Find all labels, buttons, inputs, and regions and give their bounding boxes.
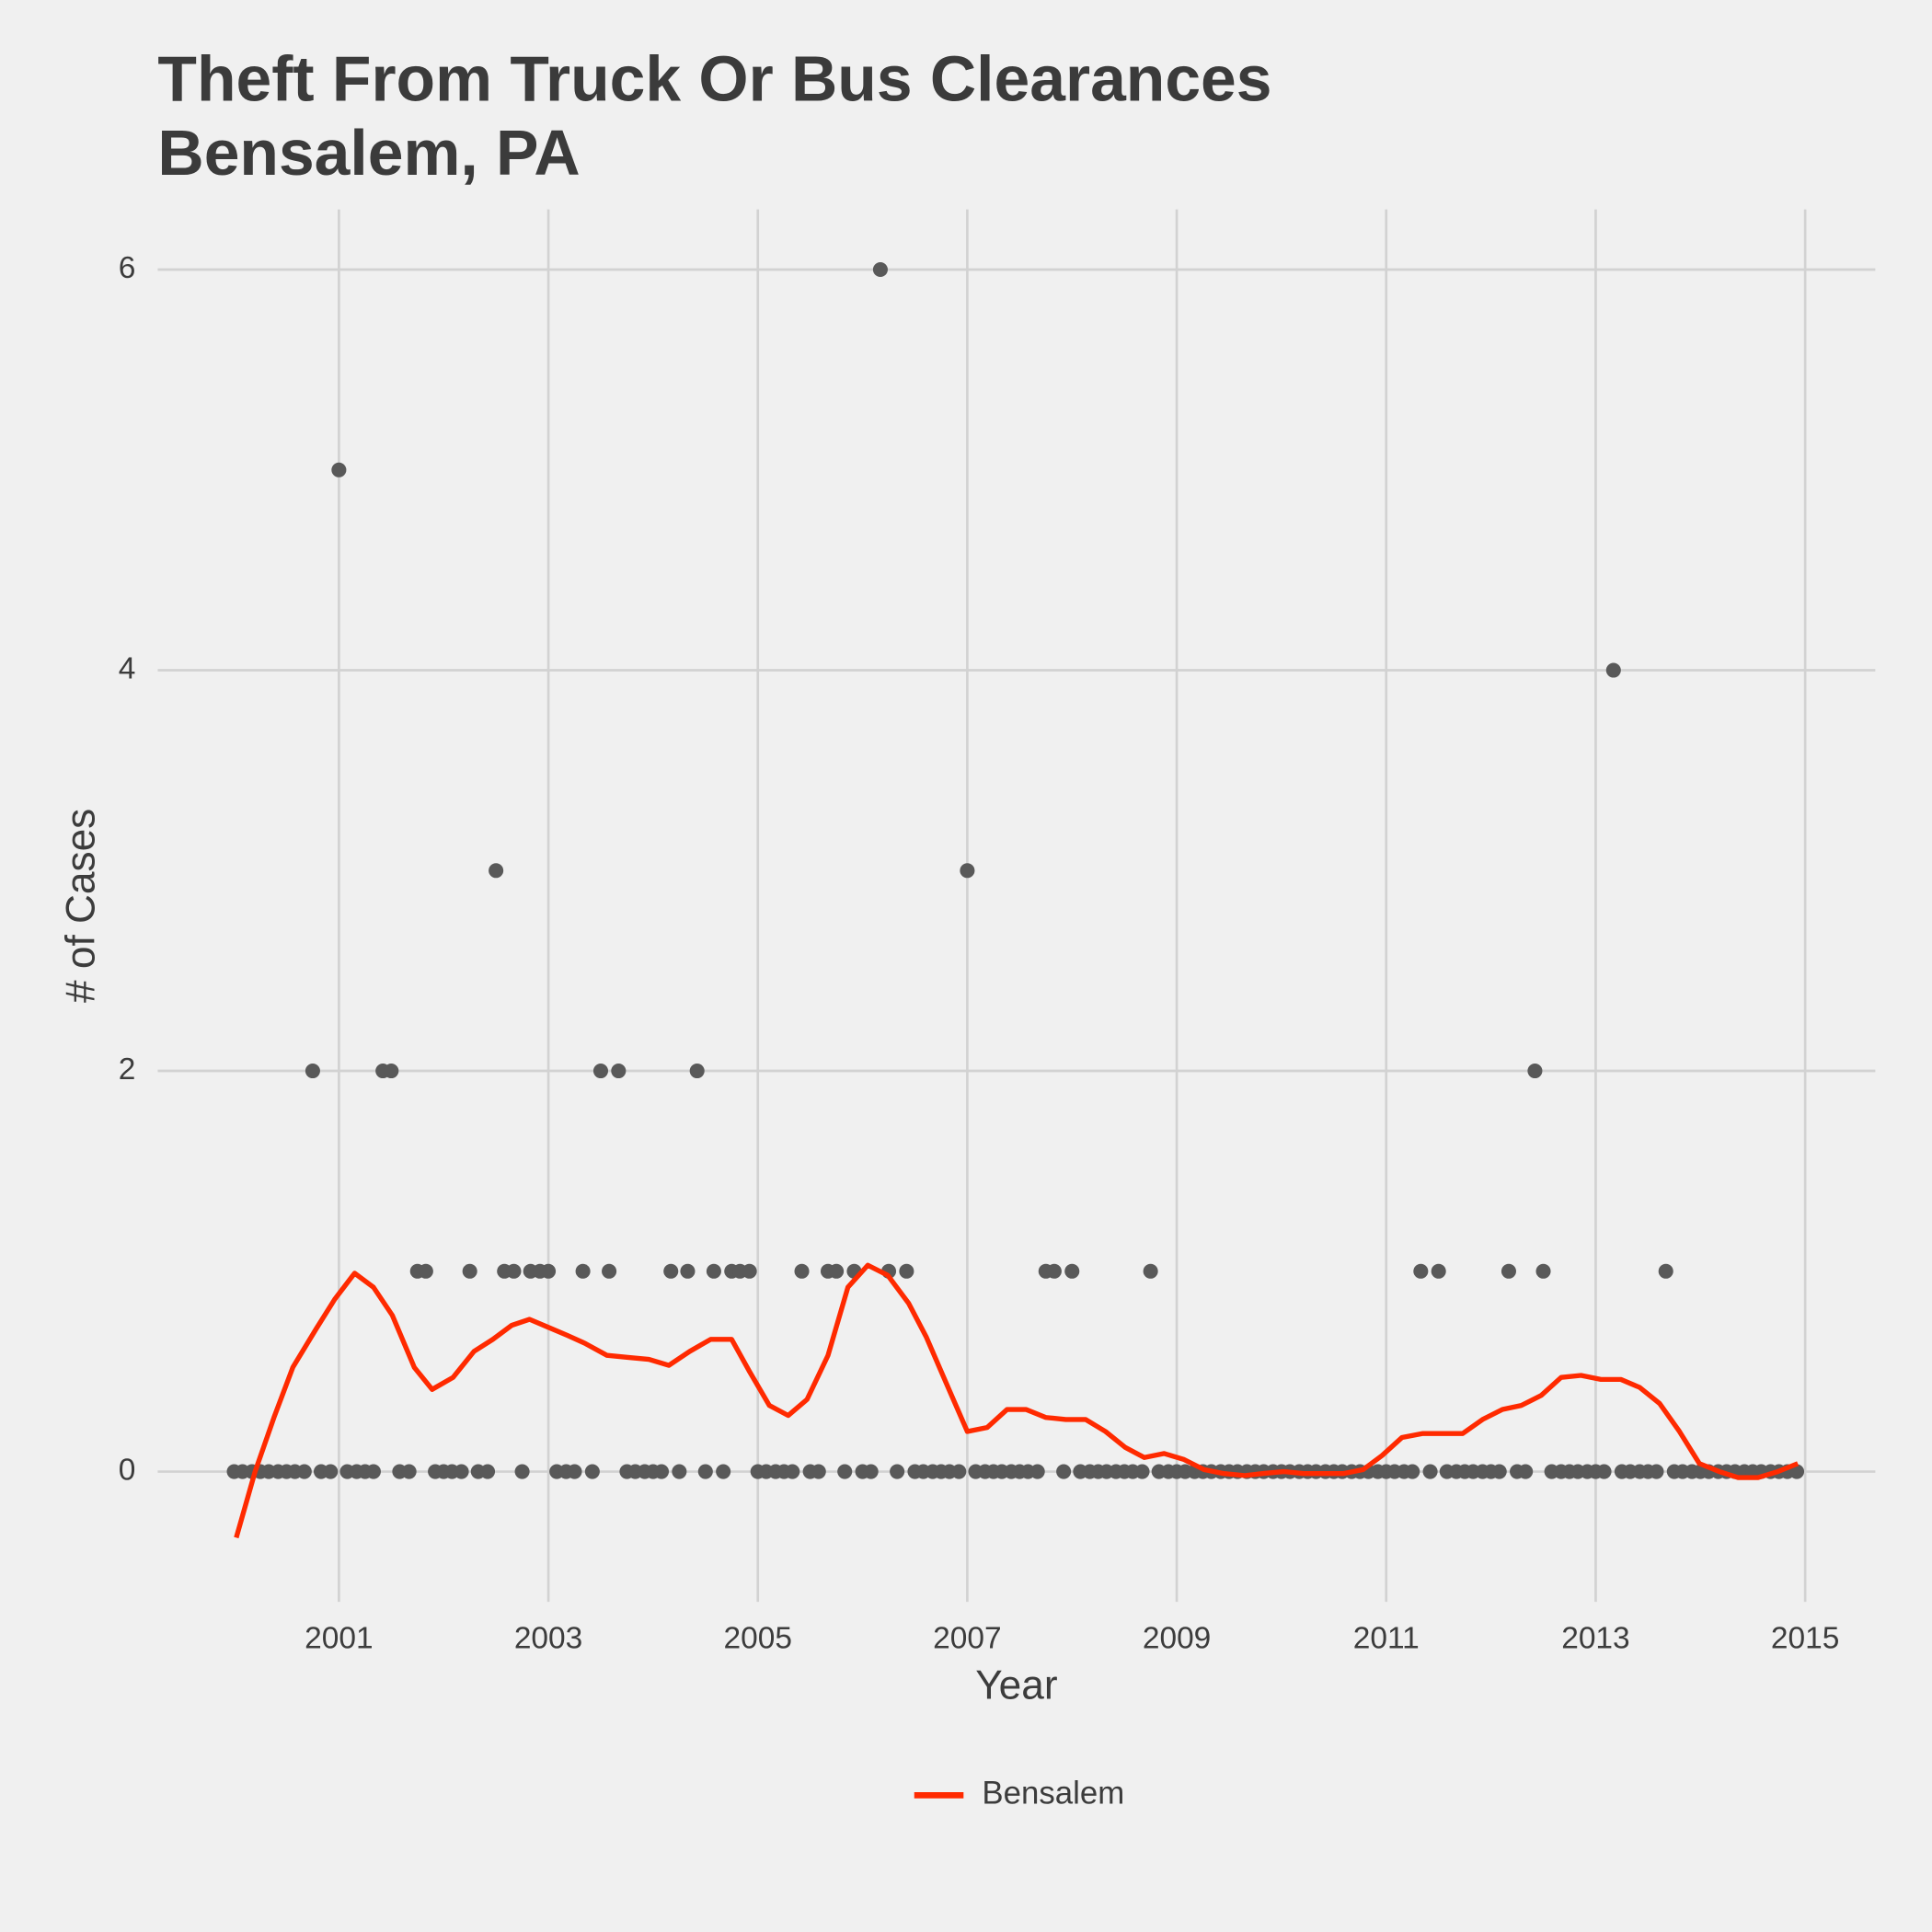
point (689, 1063, 705, 1079)
point (323, 1464, 339, 1479)
point (1064, 1263, 1080, 1279)
point (462, 1263, 477, 1279)
point (384, 1063, 399, 1079)
point (506, 1263, 522, 1279)
point (672, 1464, 687, 1479)
point (653, 1464, 670, 1479)
point (418, 1263, 433, 1279)
y-tick-label: 2 (119, 1052, 136, 1087)
trend-line (234, 1262, 1800, 1539)
point (1405, 1464, 1420, 1479)
point (489, 863, 504, 879)
point (602, 1263, 617, 1279)
x-tick-label: 2001 (305, 1621, 373, 1655)
point (1413, 1263, 1429, 1279)
point (1056, 1464, 1072, 1479)
point (1143, 1263, 1158, 1279)
point (592, 1063, 609, 1079)
point (1535, 1263, 1551, 1279)
point (1046, 1263, 1062, 1279)
point (697, 1464, 713, 1479)
y-tick-label: 4 (119, 651, 136, 685)
point (1422, 1464, 1438, 1479)
x-tick-label: 2003 (514, 1621, 582, 1655)
point (1605, 662, 1621, 678)
point (706, 1263, 721, 1279)
point (305, 1063, 320, 1079)
point (899, 1263, 914, 1279)
point (1518, 1464, 1534, 1479)
point (1029, 1464, 1045, 1479)
point (479, 1464, 496, 1479)
point (960, 863, 975, 879)
grid: 0 2 4 6 2001 2003 2005 2007 2009 2011 2013 2015 (119, 209, 1876, 1655)
point (567, 1464, 582, 1479)
point (331, 462, 347, 477)
point (584, 1464, 600, 1479)
point (951, 1464, 967, 1479)
point (1491, 1464, 1507, 1479)
x-axis-title: Year (975, 1662, 1057, 1708)
point (575, 1263, 591, 1279)
point (872, 261, 888, 278)
chart-title: Bensalem, PA (157, 117, 580, 189)
legend: Bensalem (914, 1776, 1124, 1811)
point (811, 1464, 826, 1479)
point (716, 1464, 731, 1479)
point (1501, 1263, 1516, 1279)
plot-area (226, 261, 1805, 1539)
point (1134, 1464, 1150, 1479)
x-tick-label: 2011 (1353, 1621, 1420, 1655)
point (454, 1464, 469, 1479)
x-tick-label: 2013 (1561, 1621, 1629, 1655)
point (680, 1263, 696, 1279)
point (514, 1464, 530, 1479)
chart-title: Theft From Truck Or Bus Clearances (157, 42, 1271, 114)
point (401, 1464, 417, 1479)
point (663, 1263, 679, 1279)
legend-label: Bensalem (982, 1776, 1124, 1811)
point (296, 1464, 312, 1479)
x-tick-label: 2009 (1143, 1621, 1211, 1655)
point (890, 1464, 905, 1479)
point (1649, 1464, 1664, 1479)
point (837, 1464, 853, 1479)
y-axis-title: # of Cases (59, 809, 104, 1003)
x-tick-label: 2005 (723, 1621, 791, 1655)
point (794, 1263, 810, 1279)
point (1658, 1263, 1673, 1279)
point (863, 1464, 879, 1479)
point (785, 1464, 800, 1479)
point (1527, 1063, 1543, 1079)
point (611, 1063, 627, 1079)
x-tick-label: 2015 (1771, 1621, 1839, 1655)
x-tick-label: 2007 (933, 1621, 1001, 1655)
point (829, 1263, 845, 1279)
point (1431, 1263, 1446, 1279)
point (1596, 1464, 1612, 1479)
y-tick-label: 6 (119, 251, 136, 285)
point (365, 1464, 381, 1479)
point (541, 1263, 557, 1279)
point (742, 1263, 757, 1279)
y-tick-label: 0 (119, 1453, 136, 1487)
